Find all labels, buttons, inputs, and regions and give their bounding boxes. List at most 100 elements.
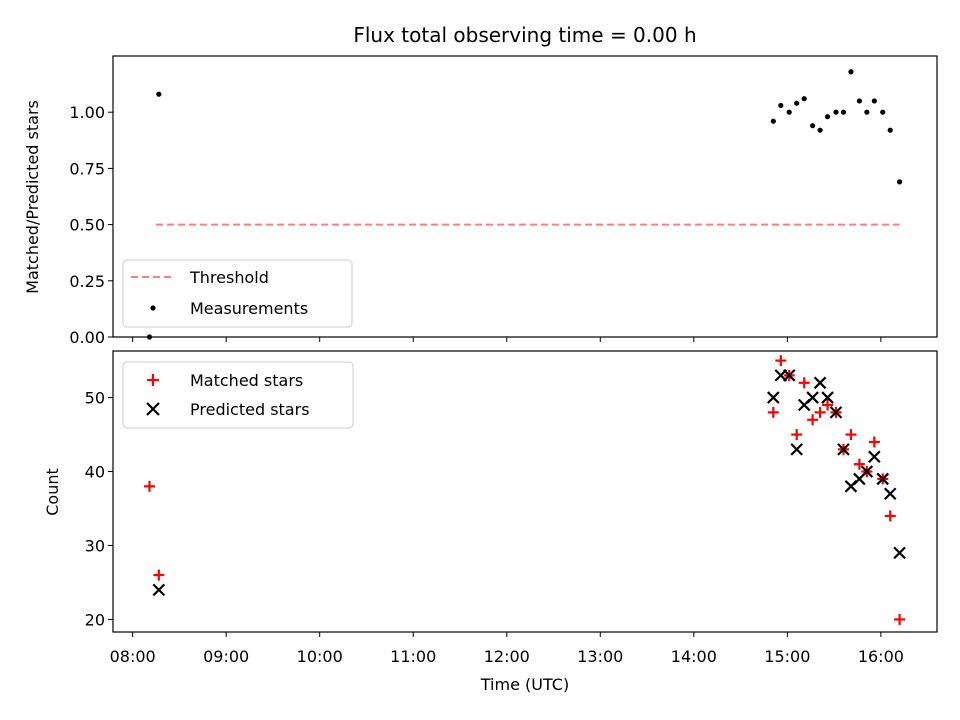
x-tick-label: 13:00 (577, 647, 623, 666)
ratio-legend: Threshold Measurements (122, 259, 353, 328)
x-stroke-b (883, 487, 897, 500)
predicted-stars-point (876, 472, 890, 486)
count-y-ticks: 20 30 40 50 (85, 389, 113, 629)
ratio-legend-box (122, 259, 353, 328)
x-tick-label: 10:00 (297, 647, 343, 666)
legend-measurements-swatch (150, 305, 156, 311)
x-tick-label: 14:00 (671, 647, 717, 666)
x-tick-label: 12:00 (484, 647, 530, 666)
legend-predicted-label: Predicted stars (190, 400, 310, 419)
predicted-stars-point (893, 546, 906, 560)
measurement-point (778, 102, 784, 109)
measurement-point (856, 98, 862, 104)
predicted-stars-point (837, 443, 850, 456)
x-axis-label: Time (UTC) (480, 675, 569, 694)
measurement-point (146, 334, 153, 340)
x-stroke-b (806, 391, 819, 404)
predicted-stars-point (868, 450, 881, 464)
legend-matched-label: Matched stars (190, 371, 303, 390)
matched-stars-point (798, 377, 810, 389)
predicted-stars-point (883, 487, 897, 500)
matched-stars-point (807, 414, 819, 426)
count-marks (143, 355, 906, 625)
predicted-stars-point (152, 583, 166, 597)
x-stroke-b (767, 391, 780, 404)
x-tick-label: 15:00 (764, 647, 810, 666)
legend-predicted-swatch (146, 402, 160, 416)
predicted-stars-point (860, 465, 874, 478)
x-stroke-b (860, 465, 874, 478)
matched-stars-point (775, 355, 787, 367)
x-tick-label: 16:00 (858, 647, 904, 666)
ratio-x-ticks (132, 337, 882, 342)
matched-stars-point (143, 480, 155, 492)
chart-title: Flux total observing time = 0.00 h (353, 23, 696, 47)
matched-stars-point (814, 406, 826, 418)
y-tick-label: 40 (85, 463, 105, 482)
predicted-stars-point (821, 391, 834, 404)
matched-stars-point (153, 569, 165, 581)
y-tick-label: 0.25 (69, 272, 105, 291)
matched-stars-point (884, 510, 896, 522)
predicted-stars-point (782, 369, 796, 382)
predicted-stars-point (829, 406, 843, 419)
matched-stars-point (767, 406, 779, 418)
measurement-point (801, 96, 807, 102)
count-legend-box (122, 361, 354, 429)
x-stroke-b (829, 406, 843, 419)
measurement-point (880, 109, 886, 115)
measurement-point (887, 127, 893, 133)
legend-threshold-label: Threshold (189, 268, 269, 287)
x-stroke-b (868, 450, 881, 464)
measurement-point (794, 100, 800, 106)
x-stroke-b (813, 376, 827, 390)
x-tick-label: 09:00 (203, 647, 249, 666)
ratio-y-axis-label: Matched/Predicted stars (23, 100, 42, 294)
x-stroke-b (876, 472, 890, 486)
x-tick-label: 08:00 (110, 647, 156, 666)
y-tick-label: 30 (85, 536, 105, 555)
measurement-point (824, 114, 831, 120)
measurement-point (817, 127, 823, 133)
x-stroke-b (152, 583, 166, 597)
predicted-stars-point (790, 443, 803, 456)
ratio-panel: 0.00 0.25 0.50 0.75 1.00 Matched/Predicted s… (23, 55, 938, 347)
matched-stars-point (894, 613, 906, 625)
matched-stars-point (791, 429, 803, 441)
measurement-point (840, 109, 847, 115)
predicted-stars-point (767, 391, 780, 404)
count-y-axis-label: Count (43, 468, 62, 516)
measurement-point (833, 109, 839, 115)
y-tick-label: 0.00 (69, 328, 105, 347)
x-stroke-b (821, 391, 834, 404)
count-x-ticks: 08:00 09:00 10:00 11:00 12:00 13:00 14:00 15:00… (110, 632, 904, 666)
y-tick-label: 1.00 (69, 103, 105, 122)
count-legend: Matched stars Predicted stars (122, 361, 354, 429)
x-stroke-b (782, 369, 796, 382)
y-tick-label: 50 (85, 389, 105, 408)
measurement-point (786, 109, 792, 115)
ratio-y-ticks: 0.00 0.25 0.50 0.75 1.00 (69, 103, 113, 347)
y-tick-label: 0.50 (69, 216, 105, 235)
legend-measurements-label: Measurements (190, 299, 308, 318)
measurement-point (864, 109, 870, 115)
x-tick-label: 11:00 (390, 647, 436, 666)
x-stroke-b (790, 443, 803, 456)
predicted-stars-point (806, 391, 819, 404)
count-panel: 20 30 40 50 08:00 09:00 10:00 11:00 12:00 13:00 1… (43, 350, 938, 694)
y-tick-label: 0.75 (69, 159, 105, 178)
measurement-point (848, 69, 854, 75)
measurement-point (156, 91, 162, 97)
measurement-point (770, 118, 776, 124)
matched-stars-point (868, 436, 880, 448)
measurement-point (896, 179, 903, 185)
ratio-marks (146, 69, 903, 340)
x-stroke-b (837, 443, 850, 456)
matched-stars-point (853, 458, 865, 470)
predicted-stars-point (813, 376, 827, 390)
y-tick-label: 20 (85, 610, 105, 629)
x-stroke-b (893, 546, 906, 560)
matched-stars-point (845, 429, 857, 441)
legend-matched-swatch (147, 374, 159, 386)
